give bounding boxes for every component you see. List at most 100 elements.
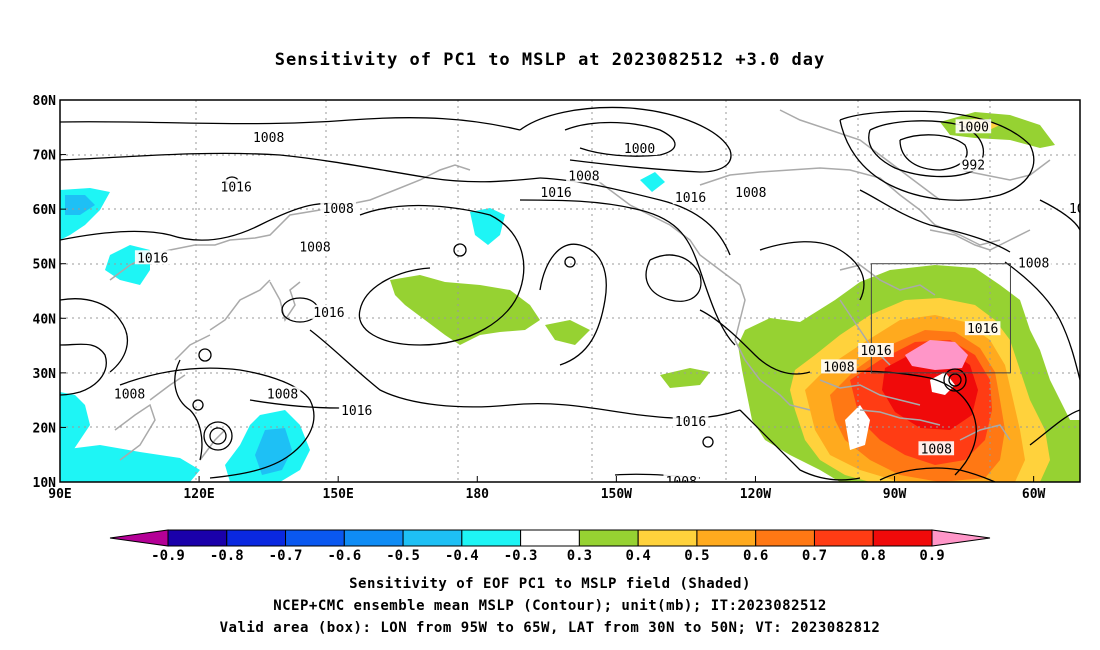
colorbar-bin: [167, 529, 228, 547]
lon-label: 120E: [183, 487, 214, 502]
contour-label: 1008: [666, 475, 697, 490]
contour-label: 1008: [323, 202, 354, 217]
contour-label: 1016: [137, 251, 168, 266]
contour-label: 1008: [299, 240, 330, 255]
contour-labels: 1008 1016 1016 1008 1008 1016 1008 1008 1016 1008…: [111, 119, 1100, 490]
colorbar-high-arrow: [931, 529, 991, 547]
contour-label: 1016: [1069, 202, 1100, 217]
colorbar-bin: [696, 529, 757, 547]
lat-label: 30N: [33, 367, 57, 382]
colorbar-bin: [637, 529, 698, 547]
sensitivity-map: 1008 1016 1016 1008 1008 1016 1008 1008 1016 1008…: [33, 94, 1100, 564]
lat-label: 40N: [33, 312, 57, 327]
colorbar-tick-label: -0.7: [269, 548, 303, 564]
contour-label-bg: [955, 119, 992, 134]
map-title: Sensitivity of PC1 to MSLP at 2023082512…: [274, 50, 826, 70]
contour-label-bg: [672, 190, 709, 205]
colorbar-bin: [226, 529, 287, 547]
colorbar-tick-label: -0.6: [327, 548, 361, 564]
colorbar-bin: [578, 529, 639, 547]
contour-label: 1008: [735, 186, 766, 201]
contour-label-bg: [821, 359, 857, 374]
colorbar-bin: [343, 529, 404, 547]
longitude-labels: 90E 120E 150E 180 150W 120W 90W 60W: [48, 476, 1046, 502]
colorbar-bin: [402, 529, 463, 547]
lon-label: 90E: [48, 487, 71, 502]
contour-label: 1008: [253, 131, 284, 146]
contour-label-bg: [672, 413, 709, 428]
contour-label: 1008: [568, 169, 599, 184]
contour-label: 1016: [675, 191, 706, 206]
contour-label-bg: [566, 168, 602, 183]
contour-label: 992: [962, 158, 985, 173]
colorbar-tick-label: -0.3: [504, 548, 538, 564]
contour-label: 1008: [921, 442, 952, 457]
colorbar-tick-label: -0.4: [445, 548, 479, 564]
latitude-labels: 80N 70N 60N 50N 40N 30N 20N 10N: [33, 94, 66, 491]
caption-line-2: NCEP+CMC ensemble mean MSLP (Contour); u…: [273, 598, 827, 614]
lon-label: 150E: [323, 487, 354, 502]
contour-label-bg: [218, 179, 254, 194]
contour-label-bg: [663, 474, 700, 482]
contour-label-bg: [311, 304, 347, 319]
contour-label-bg: [621, 141, 658, 156]
plot-frame: [59, 99, 1081, 483]
contour-label-bg: [338, 403, 375, 418]
colorbar: -0.9 -0.8 -0.7 -0.6 -0.5 -0.4 -0.3 0.3 0.4 0.5 0.6…: [109, 529, 991, 564]
colorbar-low-arrow: [109, 529, 169, 547]
colorbar-tick-label: -0.8: [210, 548, 244, 564]
colorbar-tick-label: 0.6: [743, 548, 768, 564]
coastlines: [109, 109, 1051, 461]
contour-label: 1000: [958, 120, 989, 135]
contour-label-bg: [964, 321, 1001, 336]
lat-label: 50N: [33, 258, 57, 273]
colorbar-bin: [520, 529, 580, 547]
contour-label-bg: [297, 239, 333, 254]
lat-label: 70N: [33, 149, 57, 164]
contour-label: 1016: [967, 322, 998, 337]
contour-label: 1016: [341, 404, 372, 419]
colorbar-bin: [285, 529, 345, 547]
lon-label: 60W: [1022, 487, 1046, 502]
contour-label: 1016: [221, 180, 252, 195]
caption-line-1: Sensitivity of EOF PC1 to MSLP field (Sh…: [349, 576, 751, 592]
colorbar-bin: [461, 529, 522, 547]
contour-label-bg: [1015, 255, 1052, 270]
grid-lines: [60, 100, 1080, 482]
contour-label-bg: [858, 343, 894, 358]
contour-label: 1008: [114, 388, 145, 403]
contour-label: 1008: [823, 360, 854, 375]
colorbar-bin: [813, 529, 874, 547]
lat-label: 80N: [33, 94, 57, 109]
contour-label-bg: [959, 157, 987, 172]
colorbar-bin: [755, 529, 815, 547]
colorbar-tick-label: 0.5: [684, 548, 709, 564]
contour-label: 1000: [624, 142, 655, 157]
colorbar-tick-label: 0.8: [861, 548, 886, 564]
contour-label-bg: [111, 386, 148, 401]
colorbar-tick-label: 0.4: [626, 548, 651, 564]
colorbar-tick-label: -0.5: [386, 548, 420, 564]
contour-label-bg: [250, 130, 287, 145]
lat-label: 20N: [33, 421, 57, 436]
colorbar-bin: [872, 529, 933, 547]
caption-line-3: Valid area (box): LON from 95W to 65W, L…: [219, 620, 881, 636]
lon-label: 90W: [883, 487, 907, 502]
contour-label: 1016: [675, 415, 706, 430]
lat-label: 10N: [33, 476, 57, 491]
colorbar-tick-label: 0.3: [567, 548, 592, 564]
contour-label: 1016: [313, 306, 344, 321]
colorbar-tick-label: 0.9: [919, 548, 944, 564]
contour-label-bg: [264, 386, 301, 401]
lon-label: 150W: [601, 487, 632, 502]
colorbar-tick-label: 0.7: [802, 548, 827, 564]
colorbar-tick-label: -0.9: [151, 548, 185, 564]
contour-label: 1016: [860, 344, 891, 359]
contour-label-bg: [733, 184, 769, 199]
contour-label-bg: [1066, 201, 1080, 216]
valid-area-box: [870, 263, 1011, 374]
lon-label: 120W: [740, 487, 771, 502]
lon-label: 180: [466, 487, 490, 502]
contour-label-bg: [320, 201, 356, 216]
contour-label-bg: [134, 250, 171, 265]
